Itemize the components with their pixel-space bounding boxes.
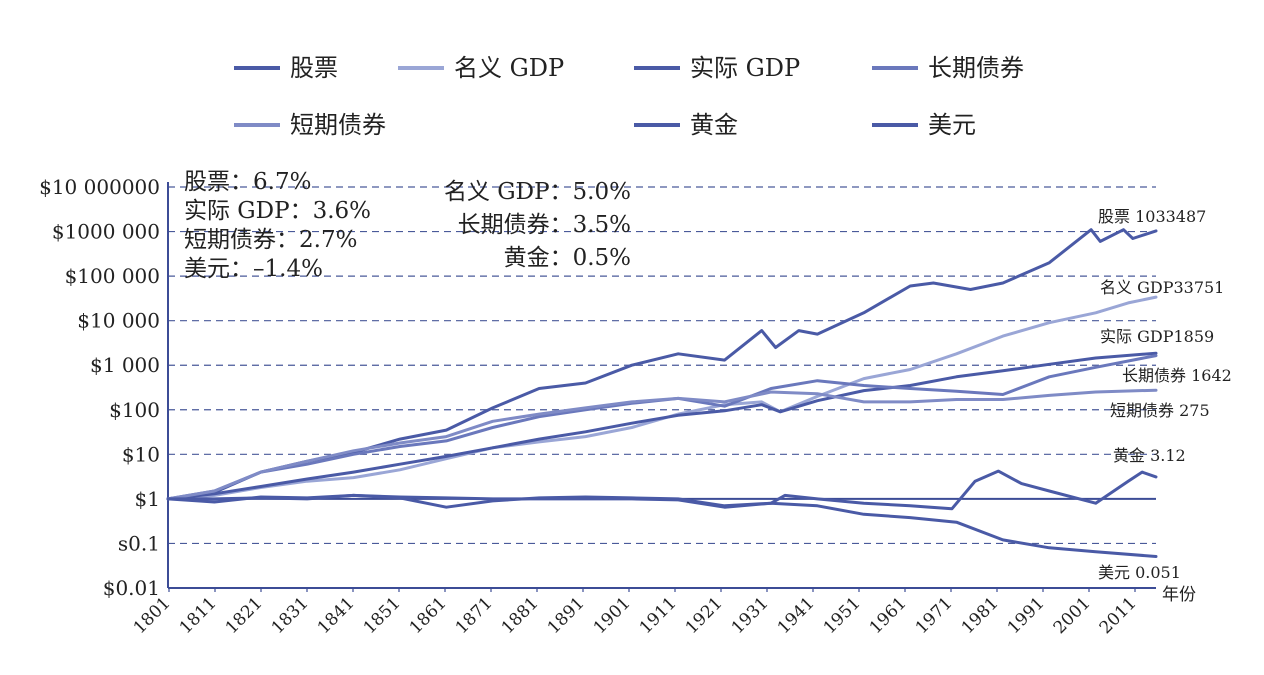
series-line: [166, 388, 1158, 501]
y-tick-label: $1 000: [90, 353, 160, 377]
legend-label: 黄金: [690, 111, 738, 139]
annotations: 股票 1033487 名义 GDP33751 实际 GDP1859 长期债券 1642…: [184, 169, 1232, 582]
y-tick-label: $10: [122, 442, 160, 466]
legend-label: 美元: [928, 111, 976, 139]
x-tick-label: 1841: [314, 593, 359, 638]
y-tick-label: $10 000: [77, 309, 160, 333]
series-line: [166, 295, 1158, 501]
y-tick-label: $0.01: [103, 576, 160, 600]
y-tick-label: $100: [109, 398, 160, 422]
x-tick-label: 1941: [774, 593, 819, 638]
series-end-label: 名义 GDP33751: [1100, 278, 1224, 297]
legend-label: 名义 GDP: [454, 54, 564, 82]
rate-label-right: 黄金：0.5%: [504, 245, 631, 271]
y-tick-label: $1: [135, 487, 160, 511]
y-tick-label: s0.1: [118, 531, 160, 555]
series-end-label: 股票 1033487: [1098, 207, 1206, 226]
x-tick-label: 1911: [636, 593, 681, 638]
legend-label: 实际 GDP: [690, 54, 800, 82]
x-tick-label: 1891: [544, 593, 589, 638]
x-tick-label: 2011: [1096, 593, 1141, 638]
y-tick-label: $10 000000: [39, 175, 160, 199]
x-tick-label: 1801: [130, 593, 175, 638]
rate-label-left: 股票：6.7%: [184, 169, 311, 195]
series-line: [166, 351, 1158, 501]
legend-label: 长期债券: [928, 54, 1024, 82]
series-end-label: 短期债券 275: [1110, 401, 1210, 420]
rate-label-left: 实际 GDP：3.6%: [184, 198, 371, 224]
x-tick-label: 1811: [176, 593, 221, 638]
x-tick-label: 1921: [682, 593, 727, 638]
x-tick-label: 2001: [1050, 593, 1095, 638]
series-end-label: 实际 GDP1859: [1100, 327, 1214, 346]
x-tick-label: 1821: [222, 593, 267, 638]
rate-label-right: 长期债券：3.5%: [458, 212, 631, 238]
rate-label-left: 短期债券：2.7%: [184, 227, 357, 253]
x-tick-label: 1831: [268, 593, 313, 638]
series-end-label: 美元 0.051: [1098, 563, 1181, 582]
x-tick-label: 1881: [498, 593, 543, 638]
x-tick-label: 1931: [728, 593, 773, 638]
x-tick-label: 1981: [958, 593, 1003, 638]
series-lines: [166, 228, 1158, 558]
legend-label: 股票: [290, 54, 338, 82]
x-tick-label: 1951: [820, 593, 865, 638]
x-tick-label: 1871: [452, 593, 497, 638]
x-axis-title: 年份: [1162, 585, 1196, 605]
x-tick-label: 1971: [912, 593, 957, 638]
series-end-label: 黄金 3.12: [1113, 446, 1186, 465]
y-tick-label: $100 000: [65, 264, 160, 288]
y-tick-label: $1000 000: [52, 220, 160, 244]
x-tick-label: 1991: [1004, 593, 1049, 638]
legend-label: 短期债券: [290, 111, 386, 139]
x-tick-label: 1851: [360, 593, 405, 638]
x-tick-label: 1861: [406, 593, 451, 638]
x-tick-label: 1961: [866, 593, 911, 638]
series-line: [166, 493, 1158, 558]
rate-label-right: 名义 GDP：5.0%: [444, 179, 631, 205]
x-tick-label: 1901: [590, 593, 635, 638]
series-end-label: 长期债券 1642: [1122, 366, 1232, 385]
rate-label-left: 美元：–1.4%: [184, 256, 323, 282]
